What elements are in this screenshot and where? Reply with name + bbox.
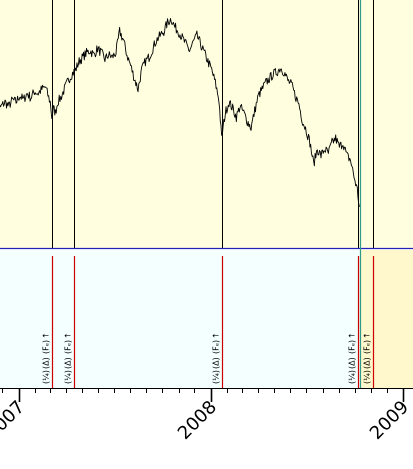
event-icon-stack: (¼)(Δ) (Fₑ)↑ — [363, 332, 372, 384]
event-icon-stack: (¼)(Δ) (Fₑ)↑ — [212, 332, 221, 384]
event-icon-label: ↑ — [64, 332, 73, 339]
event-icon-stack: (¼)(Δ) (Fₑ)↑ — [348, 332, 357, 384]
event-panel-shaded-region — [359, 250, 413, 388]
event-icon-label: (¼) — [42, 370, 51, 384]
event-icon-label: (Fₑ) — [64, 340, 73, 354]
price-series-line — [0, 17, 360, 207]
event-icon-label: (Fₑ) — [348, 340, 357, 354]
x-axis-tick-label: 2009 — [366, 397, 413, 444]
event-icon-label: ↑ — [42, 332, 51, 339]
event-icon-label: (¼) — [363, 370, 372, 384]
event-icon-label: (Δ) — [42, 357, 51, 369]
event-icon-label: (Fₑ) — [42, 340, 51, 354]
event-icon-label: (Δ) — [348, 357, 357, 369]
x-axis-tick-label: 2007 — [0, 397, 29, 444]
event-icon-label: (¼) — [64, 370, 73, 384]
event-icon-label: (¼) — [212, 370, 221, 384]
x-axis-tick-label: 2008 — [174, 397, 221, 444]
event-icon-label: ↑ — [348, 332, 357, 339]
price-panel — [0, 0, 413, 248]
event-icon-stack: (¼)(Δ) (Fₑ)↑ — [42, 332, 51, 384]
event-icon-label: ↑ — [363, 332, 372, 339]
event-panel — [0, 250, 413, 388]
event-icon-stack: (¼)(Δ) (Fₑ)↑ — [64, 332, 73, 384]
event-icon-label: ↑ — [212, 332, 221, 339]
event-icon-label: (Δ) — [212, 357, 221, 369]
event-icon-label: (Fₑ) — [363, 340, 372, 354]
event-icon-label: (¼) — [348, 370, 357, 384]
event-icon-label: (Δ) — [363, 357, 372, 369]
event-icon-label: (Fₑ) — [212, 340, 221, 354]
event-icon-label: (Δ) — [64, 357, 73, 369]
